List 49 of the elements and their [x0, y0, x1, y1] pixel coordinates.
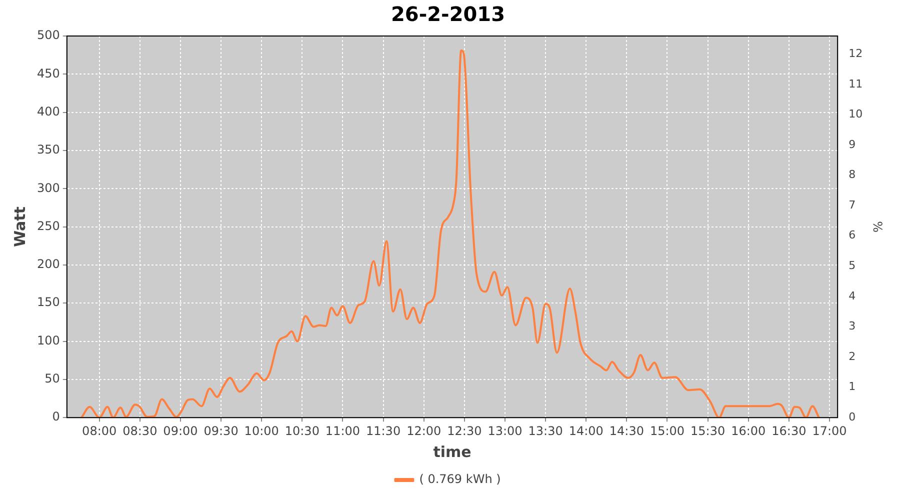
y2-tick-label: 7 — [848, 198, 856, 212]
y2-axis-title: % — [870, 221, 885, 233]
x-tick-label: 10:30 — [284, 424, 320, 438]
chart-title: 26-2-2013 — [390, 2, 506, 26]
y-tick-label: 400 — [37, 104, 60, 118]
line-series — [80, 50, 820, 418]
y2-tick-label: 12 — [848, 47, 863, 60]
y-tick-label: 100 — [37, 333, 60, 348]
y-tick-label: 50 — [44, 372, 60, 386]
y2-tick-label: 0 — [848, 410, 856, 424]
x-tick-label: 15:30 — [690, 424, 726, 438]
y-axis-title: Watt — [10, 206, 29, 248]
y2-tick-label: 2 — [848, 350, 856, 363]
x-tick-label: 17:00 — [812, 424, 847, 438]
x-tick-label: 09:00 — [163, 424, 198, 438]
y2-tick-label: 6 — [848, 228, 856, 242]
x-tick-label: 13:30 — [528, 424, 563, 438]
y2-tick-label: 10 — [848, 108, 863, 121]
x-tick-label: 11:00 — [325, 424, 360, 438]
y-tick-label: 250 — [37, 218, 60, 233]
y-tick-label: 300 — [37, 180, 60, 195]
legend-label: ( 0.769 kWh ) — [419, 472, 501, 486]
y2-tick-label: 8 — [848, 168, 856, 182]
y2-tick-label: 9 — [848, 138, 856, 151]
y2-tick-label: 5 — [848, 259, 856, 272]
x-tick-label: 13:00 — [488, 424, 522, 438]
x-tick-label: 12:30 — [447, 424, 482, 438]
x-tick-label: 16:00 — [731, 424, 766, 438]
y-tick-label: 200 — [37, 257, 60, 272]
x-tick-label: 10:00 — [244, 424, 279, 438]
y2-tick-label: 1 — [848, 380, 856, 394]
y-tick-label: 500 — [37, 28, 60, 42]
y-tick-label: 350 — [37, 142, 60, 157]
x-tick-label: 15:00 — [650, 424, 685, 438]
y2-tick-label: 4 — [848, 289, 856, 302]
x-tick-label: 16:30 — [772, 424, 806, 438]
x-tick-label: 14:00 — [568, 424, 604, 438]
x-axis-title: time — [433, 442, 472, 461]
y-tick-label: 150 — [37, 295, 60, 310]
x-tick-label: 08:00 — [82, 424, 117, 438]
y-tick-label: 0 — [52, 410, 60, 424]
x-tick-label: 11:30 — [366, 424, 401, 438]
x-tick-label: 12:00 — [406, 424, 442, 438]
y-tick-label: 450 — [37, 66, 60, 80]
y2-tick-label: 3 — [848, 320, 856, 333]
x-tick-label: 08:30 — [122, 424, 158, 438]
y2-tick-label: 11 — [848, 77, 863, 90]
x-tick-label: 14:30 — [609, 424, 644, 438]
x-tick-label: 09:30 — [204, 424, 238, 438]
